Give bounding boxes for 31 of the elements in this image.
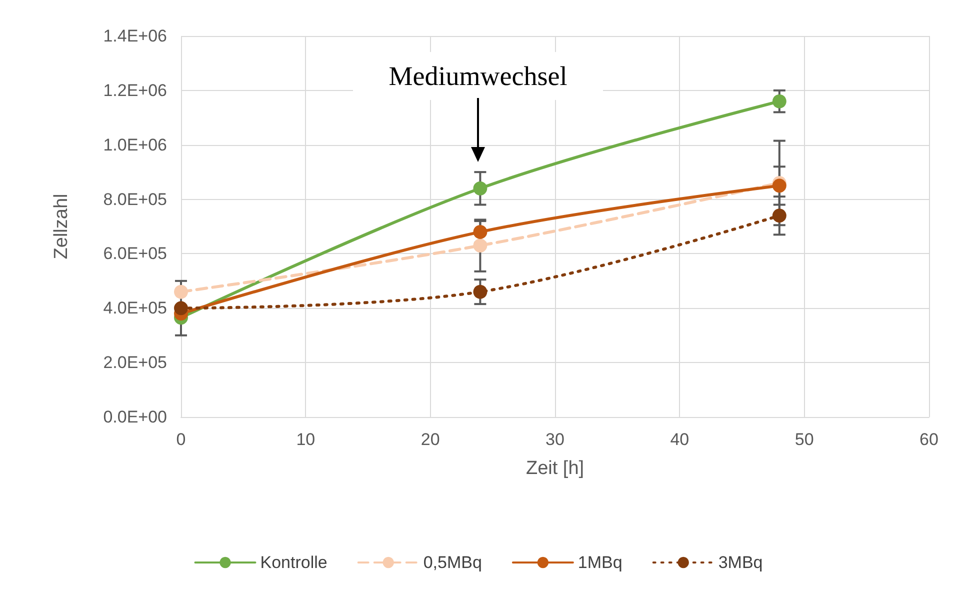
x-tick-label: 60 xyxy=(920,430,938,449)
point xyxy=(174,301,188,316)
x-tick-label: 40 xyxy=(670,430,690,449)
x-axis-title: Zeit [h] xyxy=(526,458,584,479)
y-tick-label: 6.0E+05 xyxy=(103,244,167,264)
y-tick-label: 1.0E+06 xyxy=(103,135,167,154)
x-tick-label: 20 xyxy=(420,430,440,449)
y-axis-title: Zellzahl xyxy=(51,194,72,260)
y-tick-label: 1.2E+06 xyxy=(103,80,167,100)
legend-label: 3MBq xyxy=(718,553,763,572)
point xyxy=(772,94,786,108)
y-tick-label: 8.0E+05 xyxy=(103,190,167,209)
legend-label: 1MBq xyxy=(578,553,622,572)
legend-label: Kontrolle xyxy=(260,553,328,572)
point xyxy=(772,208,786,223)
x-tick-label: 10 xyxy=(296,430,316,449)
x-tick-label: 50 xyxy=(794,430,814,449)
annotation: Mediumwechsel xyxy=(388,61,568,91)
point xyxy=(473,181,488,196)
x-tick-label: 30 xyxy=(546,430,564,449)
point xyxy=(473,224,488,239)
point xyxy=(772,178,786,193)
y-tick-label: 2.0E+05 xyxy=(103,353,167,372)
y-tick-label: 1.4E+06 xyxy=(103,26,167,46)
point xyxy=(473,238,488,253)
y-tick-label: 4.0E+05 xyxy=(103,298,167,318)
y-tick-label: 0.0E+00 xyxy=(103,408,167,426)
point xyxy=(174,284,188,299)
legend-label: 0,5MBq xyxy=(423,553,482,572)
point xyxy=(473,284,488,299)
x-tick-label: 0 xyxy=(176,430,186,449)
